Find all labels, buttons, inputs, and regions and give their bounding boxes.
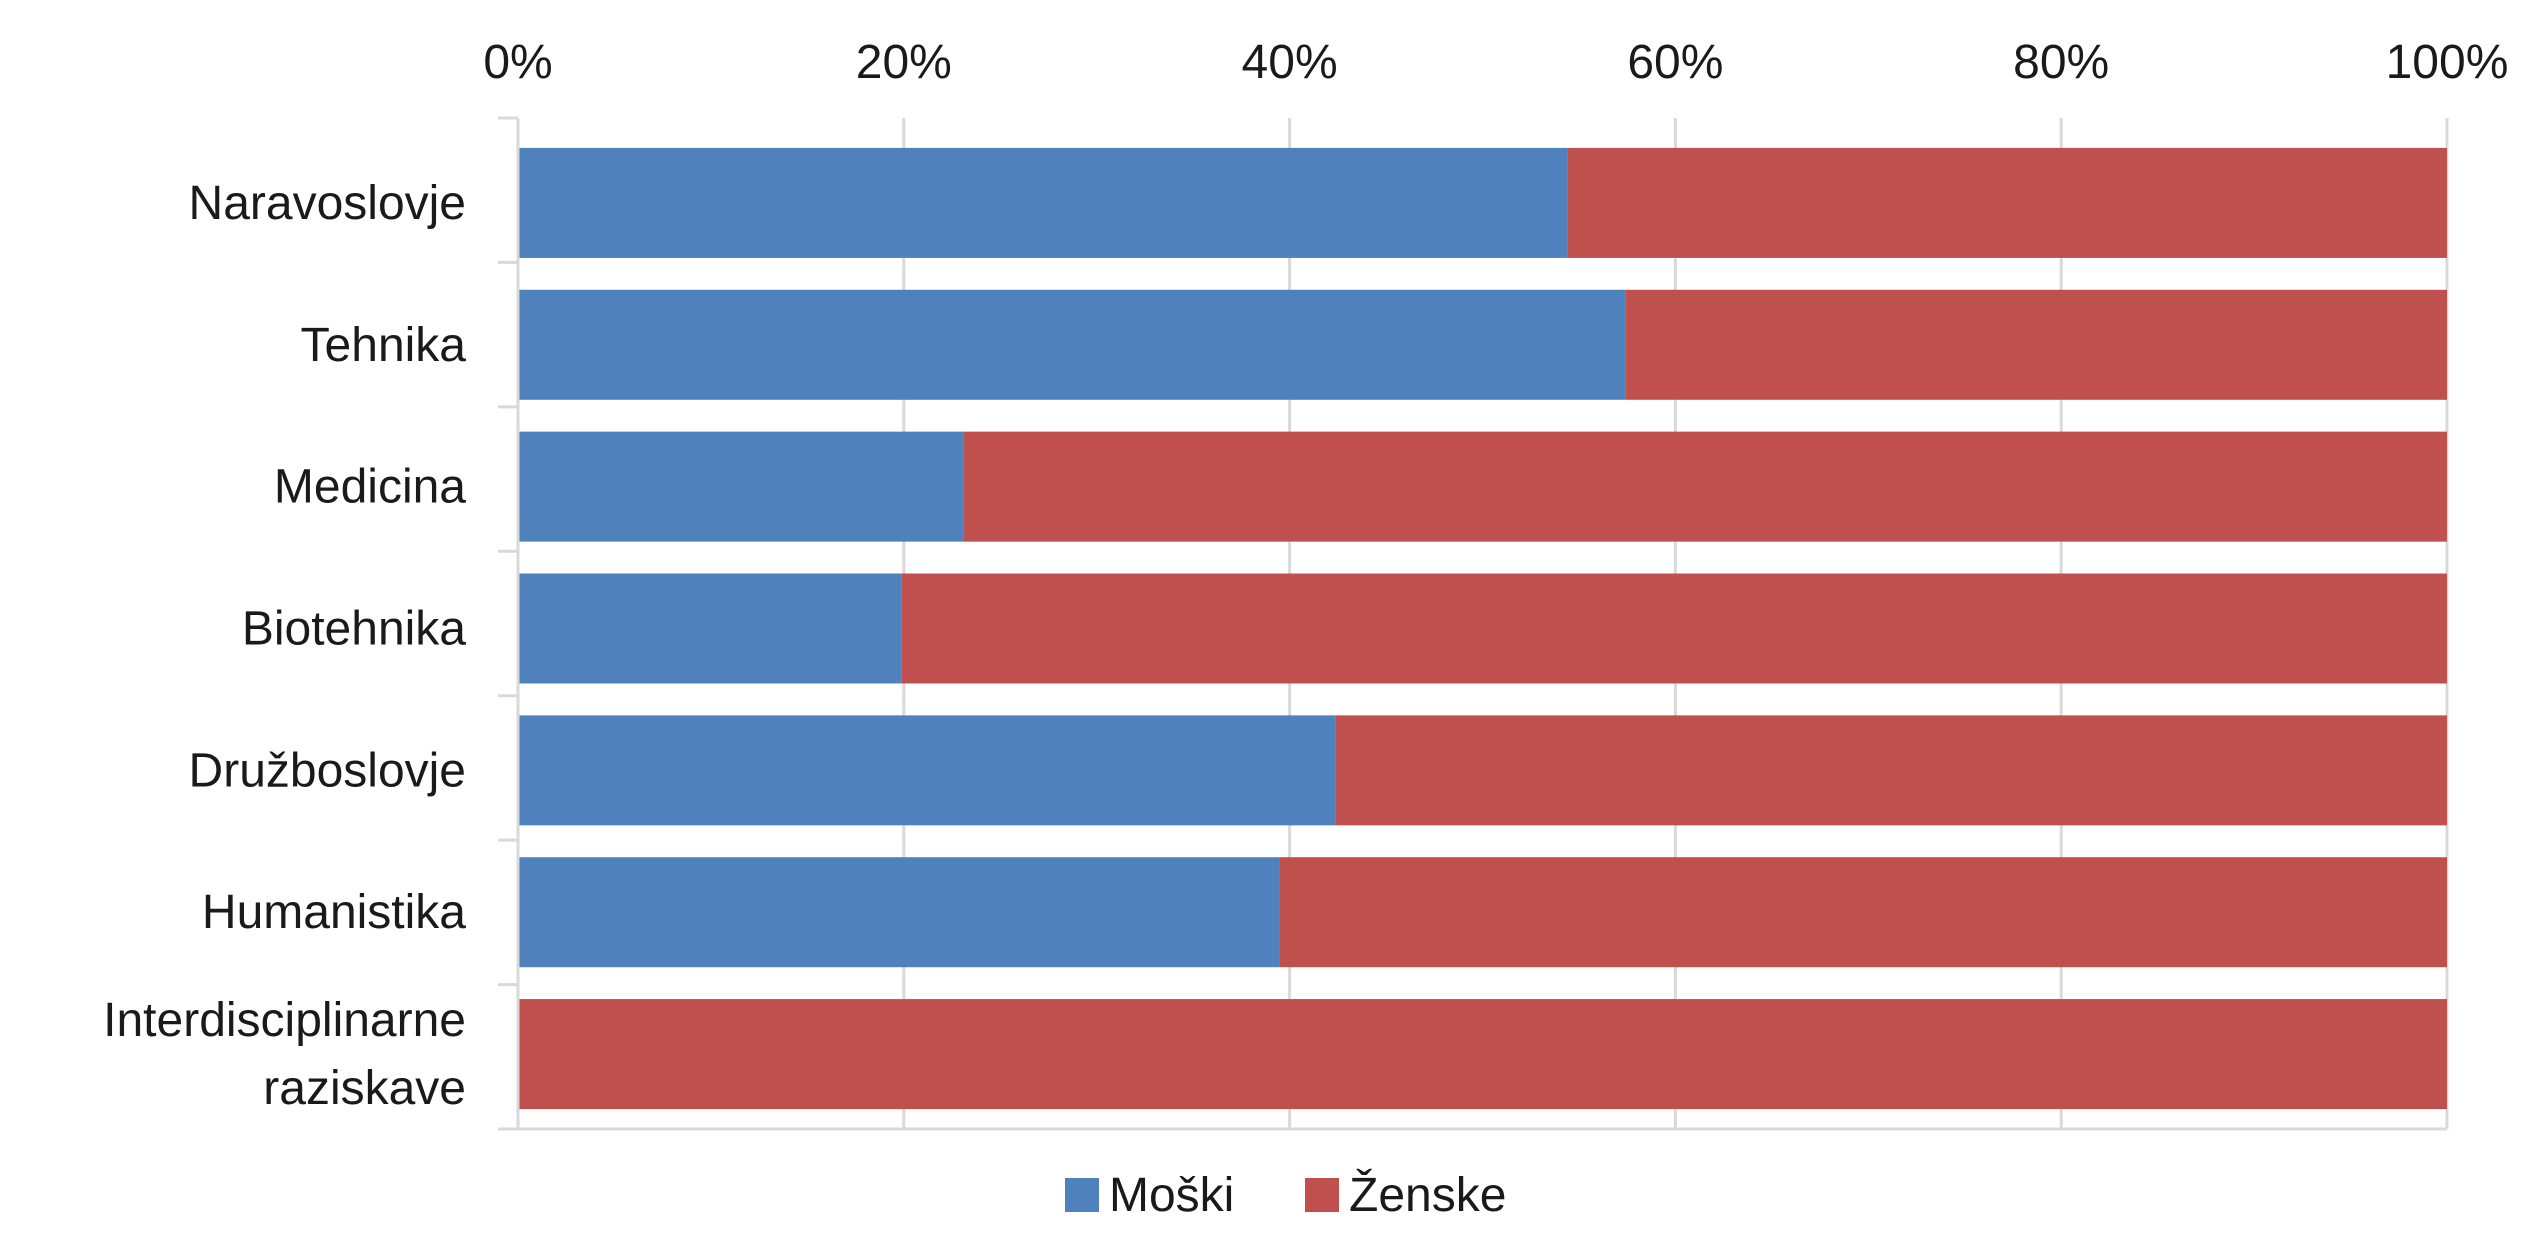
legend-item: Moški — [1065, 1169, 1234, 1222]
legend-swatch — [1305, 1178, 1339, 1212]
bar-series2 — [1625, 289, 2447, 400]
x-tick-label: 80% — [2013, 36, 2109, 89]
category-label: Medicina — [274, 461, 466, 514]
bar-series1 — [518, 857, 1280, 968]
y-axis-category-labels: Naravoslovje Tehnika Medicina Biotehnika Dru… — [103, 177, 466, 1115]
bar-series1 — [518, 147, 1568, 258]
bar-series2 — [1567, 147, 2447, 258]
bar-series1 — [518, 715, 1336, 826]
x-tick-label: 40% — [1242, 36, 1338, 89]
x-tick-label: 100% — [2386, 36, 2509, 89]
bar-series2 — [901, 573, 2447, 684]
legend: Moški Ženske — [1065, 1169, 1506, 1222]
legend-label: Moški — [1109, 1169, 1234, 1222]
bars — [518, 147, 2447, 1110]
x-tick-label: 20% — [856, 36, 952, 89]
category-label: Družboslovje — [189, 744, 466, 797]
category-label: Biotehnika — [242, 603, 466, 656]
category-label: Interdisciplinarne raziskave — [103, 994, 466, 1115]
x-axis-tick-labels: 0% 20% 40% 60% 80% 100% — [483, 36, 2508, 89]
bar-series2 — [518, 999, 2447, 1110]
bar-series1 — [518, 573, 902, 684]
bar-series1 — [518, 431, 964, 542]
category-label: Humanistika — [202, 886, 466, 939]
bar-series2 — [963, 431, 2447, 542]
bar-series2 — [1335, 715, 2447, 826]
legend-swatch — [1065, 1178, 1099, 1212]
bar-series1 — [518, 289, 1626, 400]
bar-series2 — [1279, 857, 2447, 968]
x-tick-label: 60% — [1627, 36, 1723, 89]
x-tick-label: 0% — [483, 36, 552, 89]
legend-item: Ženske — [1305, 1169, 1506, 1222]
axes — [498, 116, 2447, 1131]
category-label: Tehnika — [301, 319, 467, 372]
legend-label: Ženske — [1349, 1169, 1506, 1222]
category-label: Naravoslovje — [189, 177, 466, 230]
